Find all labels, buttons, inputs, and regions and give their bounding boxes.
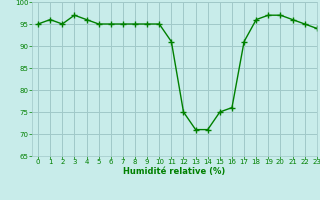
X-axis label: Humidité relative (%): Humidité relative (%) xyxy=(123,167,226,176)
